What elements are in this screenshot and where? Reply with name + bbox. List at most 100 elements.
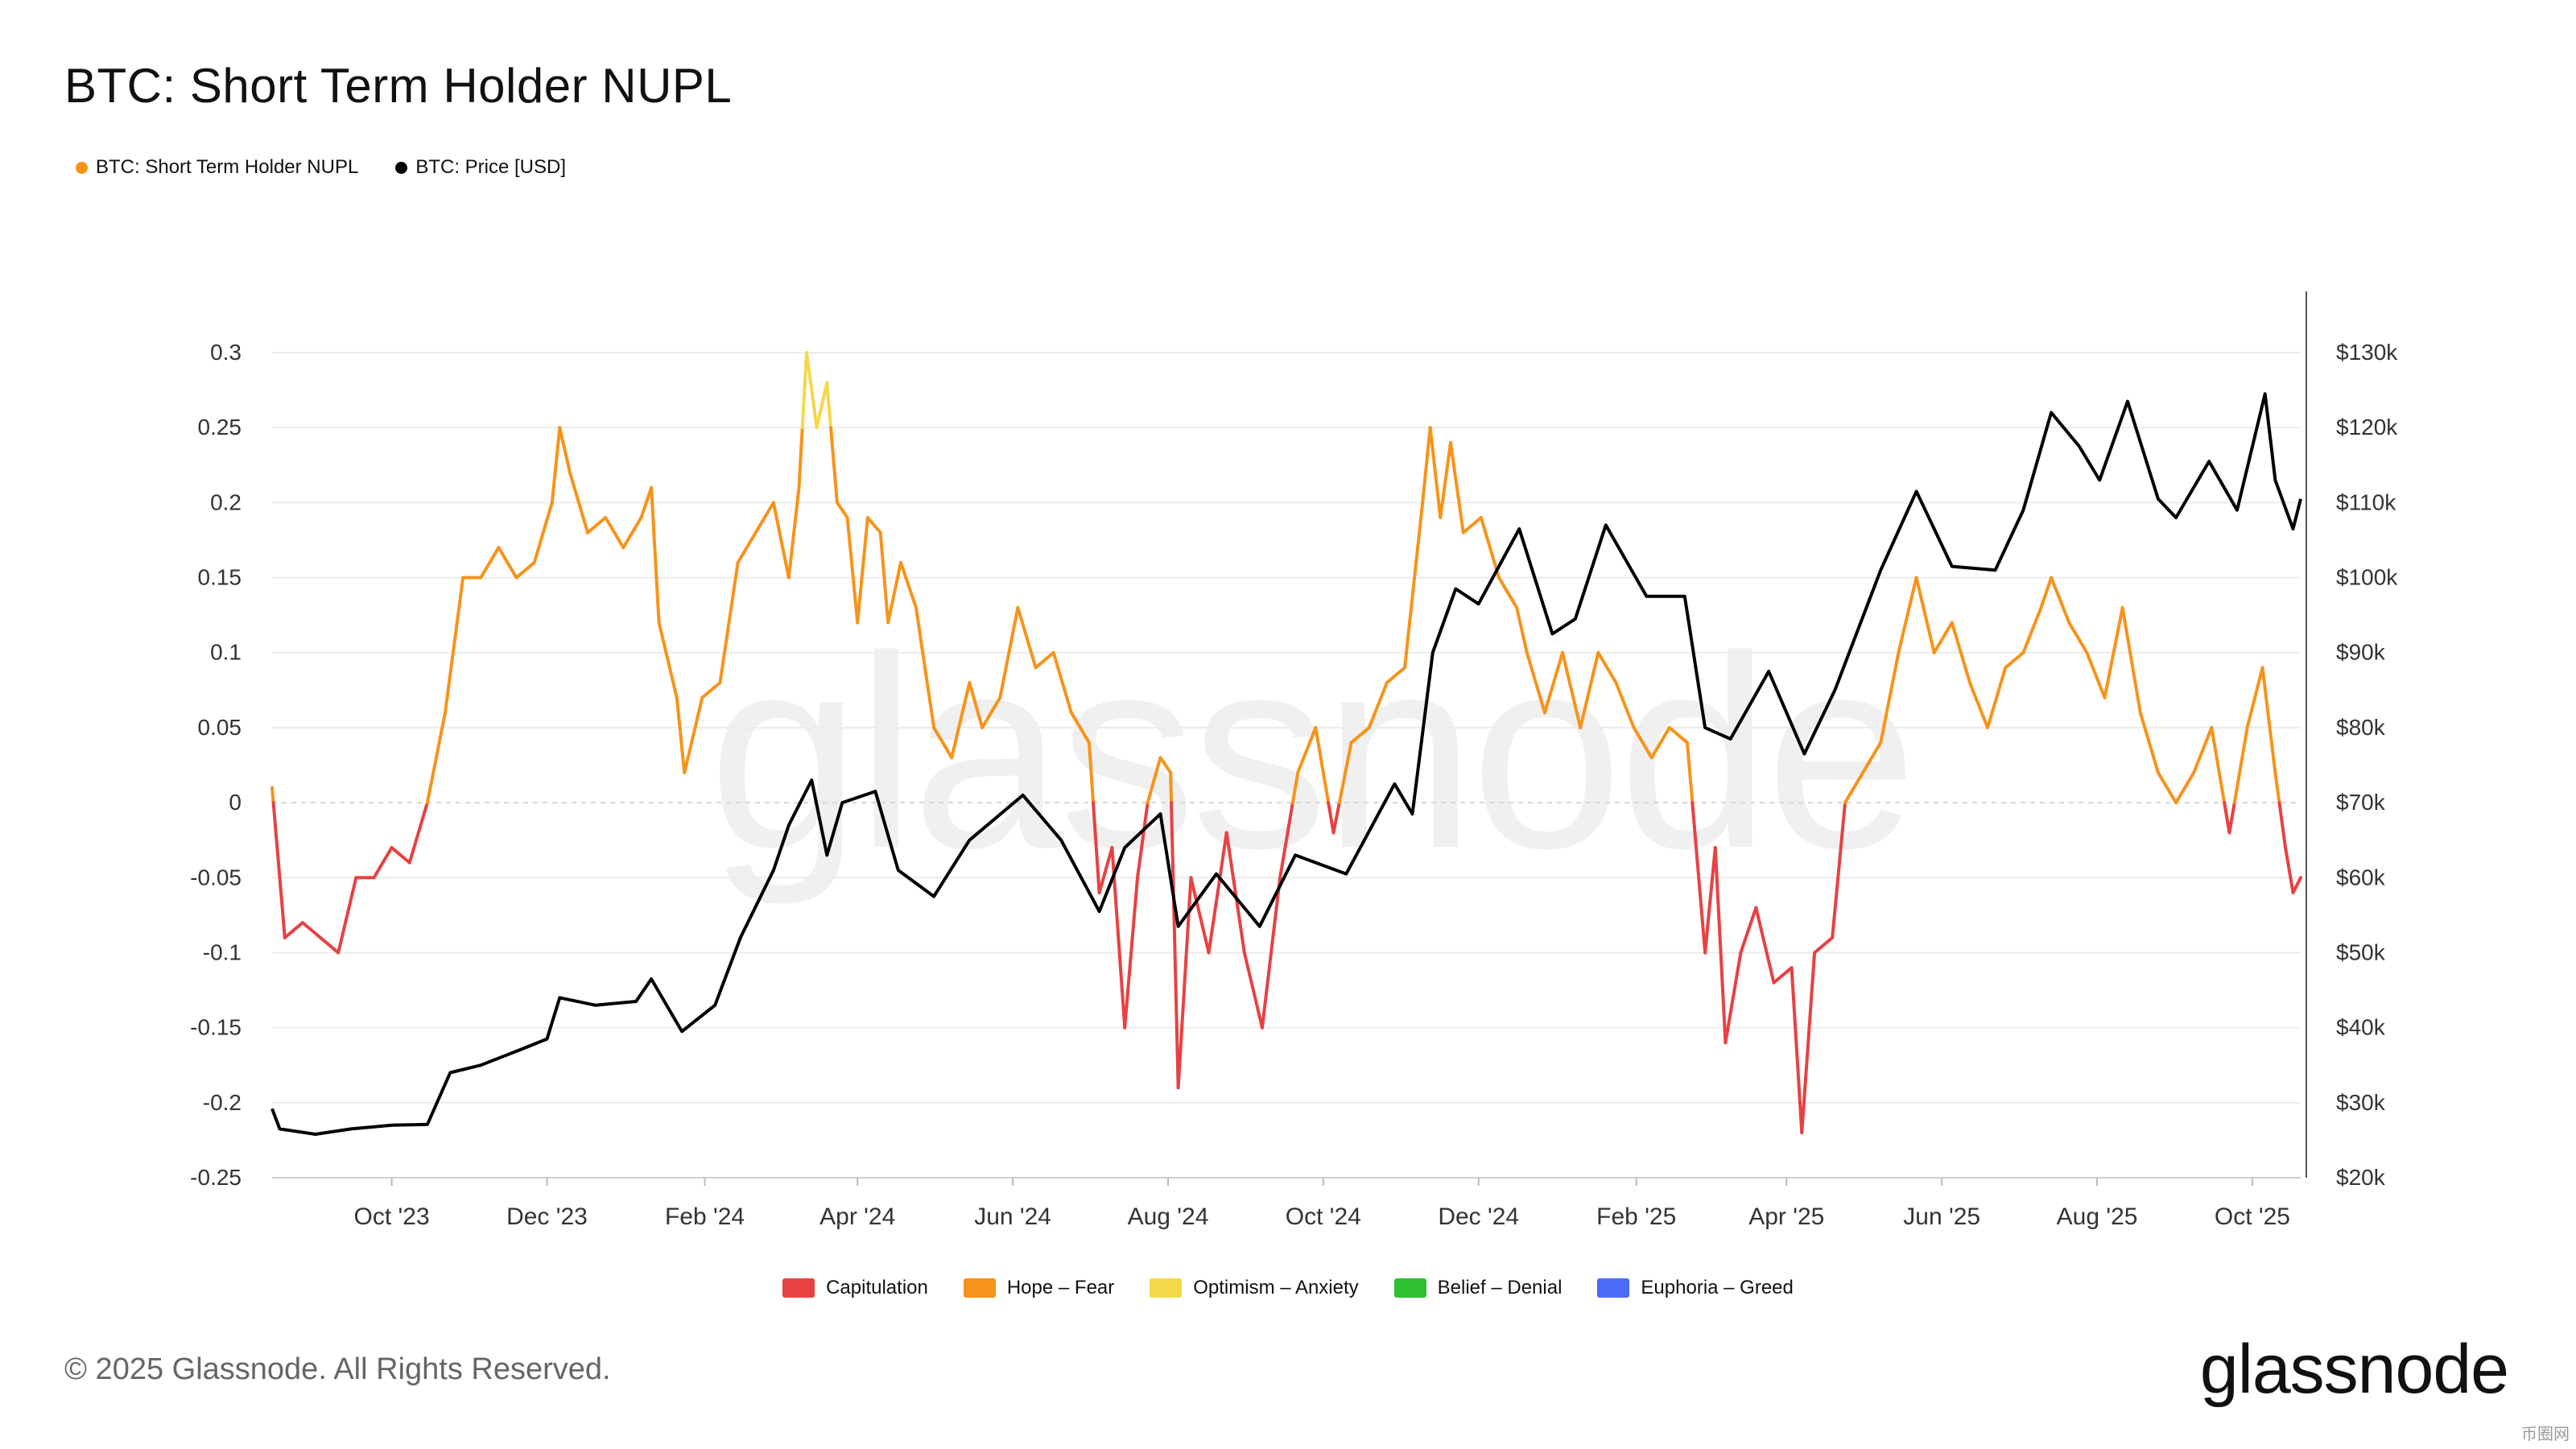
nupl-line-segment (1169, 770, 1174, 805)
nupl-line-segment (1069, 711, 1091, 745)
zone-swatch-capitulation (782, 1278, 815, 1298)
nupl-line-segment (771, 501, 791, 580)
nupl-line-segment (718, 560, 740, 684)
nupl-line-segment (1596, 650, 1618, 684)
nupl-line-segment (1932, 621, 1954, 654)
zone-label-euphoria-greed: Euphoria – Greed (1641, 1277, 1794, 1298)
nupl-line-segment (514, 560, 536, 580)
nupl-line-segment (1790, 966, 1804, 1135)
x-tick-label: Apr '25 (1748, 1203, 1824, 1230)
nupl-line-segment (1461, 516, 1483, 535)
nupl-line-segment (1685, 741, 1695, 805)
nupl-line-segment (1403, 501, 1425, 670)
nupl-line-segment (2138, 711, 2160, 774)
y-left-tick-label: 0.3 (210, 340, 242, 365)
nupl-line-segment (1439, 440, 1452, 519)
legend-item-nupl[interactable]: BTC: Short Term Holder NUPL (76, 156, 358, 179)
nupl-line-segment (1986, 666, 2008, 729)
nupl-line-segment (1421, 426, 1432, 505)
zone-legend-belief-denial[interactable]: Belief – Denial (1393, 1277, 1562, 1299)
nupl-line-segment (1772, 966, 1794, 985)
nupl-line-segment (914, 605, 936, 729)
nupl-line-segment (856, 516, 869, 625)
nupl-line-segment (1242, 951, 1264, 1030)
nupl-line-segment (683, 696, 704, 774)
nupl-line-segment (497, 546, 518, 580)
nupl-line-segment (657, 621, 679, 700)
y-right-tick-label: $70k (2336, 790, 2386, 815)
zone-swatch-euphoria-greed (1597, 1278, 1630, 1298)
nupl-line-segment (425, 711, 448, 805)
nupl-line-segment (1649, 725, 1671, 760)
y-right-tick-label: $110k (2336, 489, 2396, 514)
zone-legend-euphoria-greed[interactable]: Euphoria – Greed (1597, 1277, 1794, 1299)
nupl-line-segment (372, 846, 394, 880)
nupl-line-segment (1158, 756, 1173, 774)
nupl-line-segment (550, 426, 562, 505)
nupl-line-segment (1614, 681, 1636, 729)
nupl-line-segment (1479, 516, 1501, 580)
zone-swatch-optimism-anxiety (1150, 1278, 1183, 1298)
zone-legend-optimism-anxiety[interactable]: Optimism – Anxiety (1150, 1277, 1359, 1299)
y-right-tick-label: $120k (2336, 415, 2398, 440)
nupl-line-segment (300, 921, 323, 939)
y-right-tick-label: $20k (2336, 1165, 2386, 1190)
nupl-line-segment (835, 501, 849, 519)
nupl-line-segment (2291, 876, 2302, 894)
nupl-line-segment (1754, 906, 1776, 985)
nupl-line-segment (1914, 576, 1936, 654)
nupl-line-segment (1260, 876, 1282, 1030)
x-tick-label: Jun '24 (974, 1203, 1051, 1230)
nupl-line-segment (2192, 725, 2214, 774)
x-tick-label: Dec '24 (1438, 1203, 1519, 1230)
nupl-line-segment (479, 546, 501, 580)
nupl-line-segment (1667, 725, 1689, 745)
nupl-line-segment (1632, 725, 1653, 760)
y-left-tick-label: -0.15 (190, 1015, 242, 1040)
nupl-line-segment (1690, 801, 1699, 865)
nupl-line-segment (2039, 576, 2054, 609)
nupl-line-segment (2223, 801, 2231, 835)
nupl-line-segment (2156, 770, 2178, 805)
y-left-tick-label: 0 (229, 790, 242, 815)
nupl-line-segment (1170, 801, 1180, 1090)
nupl-line-segment (270, 786, 275, 805)
nupl-line-segment (1097, 846, 1114, 894)
nupl-line-segment (2284, 846, 2295, 894)
nupl-line-segment (568, 471, 590, 535)
nupl-line-segment (1843, 770, 1865, 805)
legend-label-nupl: BTC: Short Term Holder NUPL (96, 156, 359, 178)
y-left-tick-label: 0.2 (210, 489, 242, 514)
nupl-line-segment (804, 351, 819, 430)
nupl-line-segment (753, 501, 775, 535)
nupl-line-segment (1542, 650, 1565, 715)
y-left-tick-label: -0.25 (190, 1165, 242, 1190)
zone-label-capitulation: Capitulation (826, 1277, 928, 1298)
nupl-line-segment (1051, 650, 1073, 715)
zone-legend-capitulation[interactable]: Capitulation (782, 1277, 928, 1299)
nupl-line-segment (1813, 935, 1835, 955)
nupl-line-segment (1950, 621, 1971, 684)
nupl-line-segment (2050, 576, 2071, 625)
legend-item-price[interactable]: BTC: Price [USD] (395, 156, 566, 179)
x-tick-label: Oct '25 (2215, 1203, 2290, 1230)
nupl-line-segment (1897, 576, 1918, 654)
nupl-line-segment (1337, 741, 1353, 805)
nupl-line-segment (2245, 666, 2264, 729)
y-left-tick-label: -0.05 (190, 865, 242, 890)
nupl-line-segment (1189, 876, 1211, 955)
nupl-line-segment (2103, 605, 2124, 700)
y-right-tick-label: $60k (2336, 865, 2386, 890)
y-left-tick-label: 0.15 (198, 565, 242, 590)
zone-legend-hope-fear[interactable]: Hope – Fear (963, 1277, 1114, 1299)
y-right-tick-label: $100k (2336, 565, 2398, 590)
nupl-line-segment (1695, 861, 1707, 955)
legend-bottom: Capitulation Hope – Fear Optimism – Anxi… (0, 1277, 2576, 1299)
nupl-line-segment (1739, 906, 1758, 955)
nupl-line-segment (1724, 951, 1743, 1045)
nupl-line-segment (1224, 831, 1246, 955)
nupl-line-segment (2210, 725, 2227, 805)
nupl-line-segment (2085, 650, 2107, 700)
nupl-line-segment (2067, 621, 2089, 654)
